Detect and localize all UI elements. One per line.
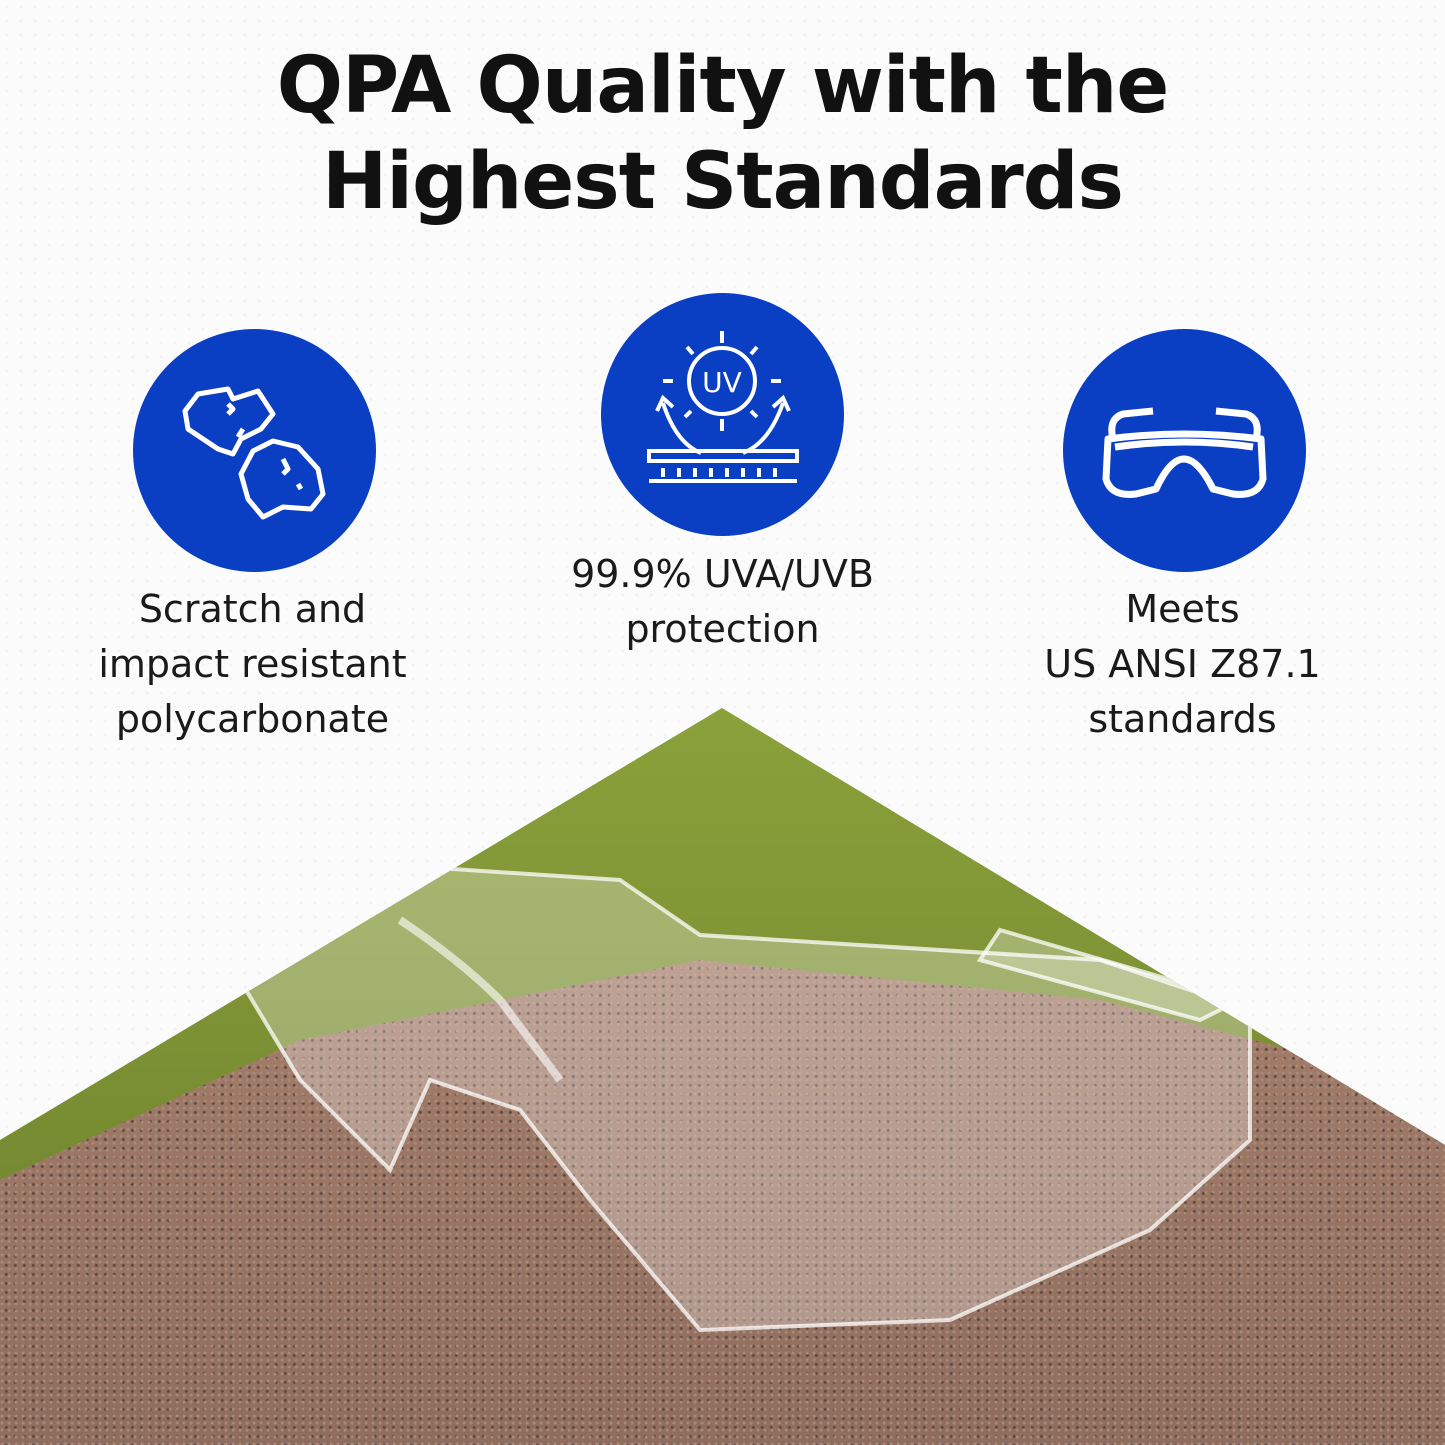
feature-text: US ANSI Z87.1	[1044, 642, 1321, 686]
uv-protection-icon: UV	[601, 293, 844, 536]
feature-text: 99.9% UVA/UVB	[571, 552, 874, 596]
feature-text: standards	[1088, 697, 1277, 741]
title-line-1: QPA Quality with the	[276, 41, 1170, 131]
feature-uv-protection: 99.9% UVA/UVB protection	[520, 547, 925, 657]
feature-text: Meets	[1125, 587, 1240, 631]
title-line-2: Highest Standards	[322, 137, 1124, 227]
uv-label: UV	[702, 366, 742, 399]
feature-text: impact resistant	[98, 642, 407, 686]
scratch-resistant-rocks-icon	[133, 329, 376, 572]
page-title: QPA Quality with the Highest Standards	[0, 38, 1445, 230]
feature-text: polycarbonate	[115, 697, 390, 741]
feature-text: Scratch and	[138, 587, 367, 631]
feature-text: protection	[625, 607, 820, 651]
safety-goggles-icon	[1063, 329, 1306, 572]
feature-scratch-resistant: Scratch and impact resistant polycarbona…	[60, 582, 445, 747]
feature-ansi-standard: Meets US ANSI Z87.1 standards	[1000, 582, 1365, 747]
